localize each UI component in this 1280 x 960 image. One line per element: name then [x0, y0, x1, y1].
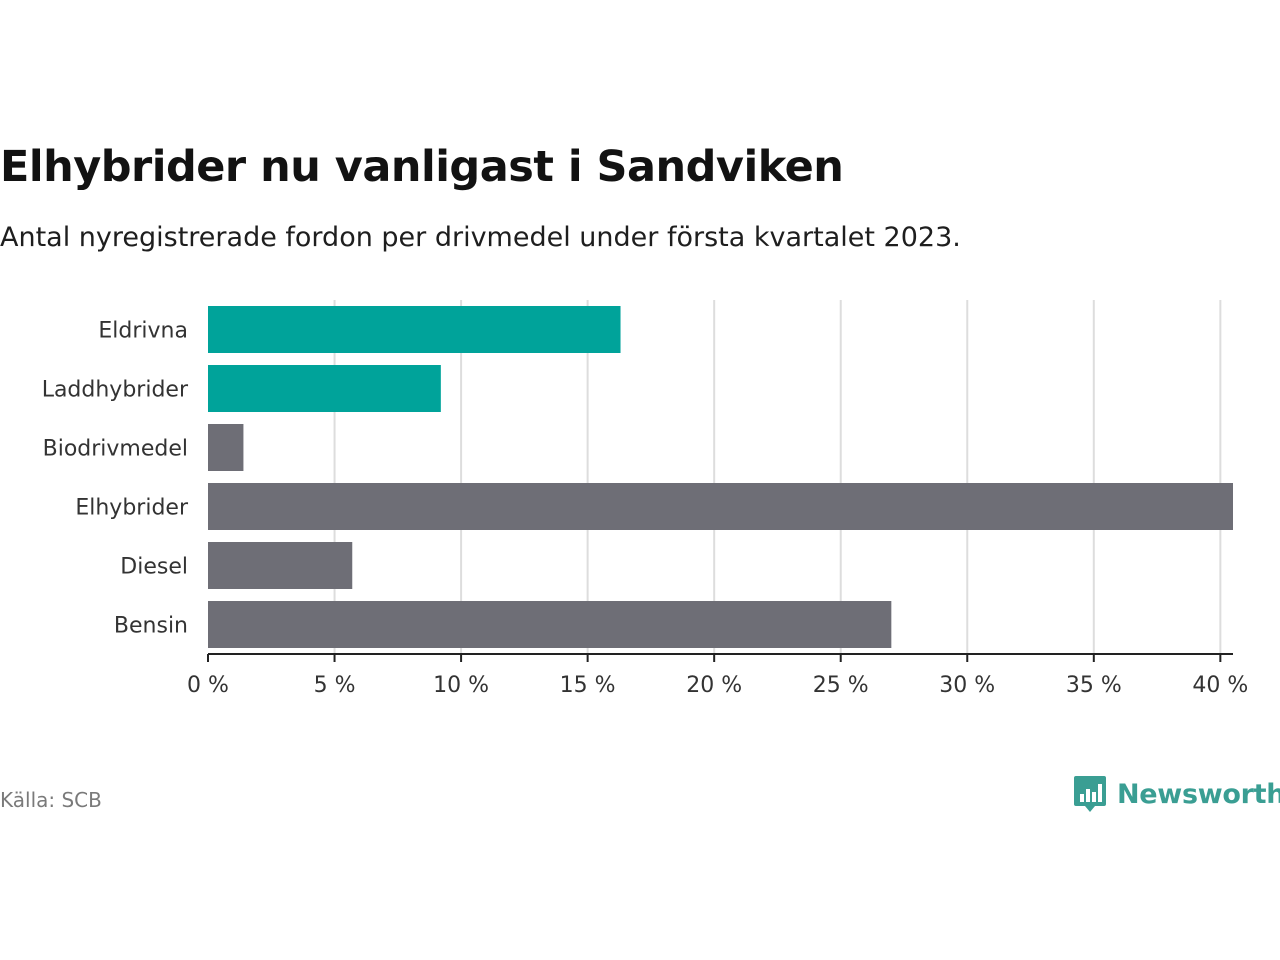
category-label: Elhybrider	[75, 496, 189, 521]
chart-subtitle: Antal nyregistrerade fordon per drivmede…	[0, 222, 961, 253]
bar-bensin	[208, 601, 892, 648]
bar-chart: Eldrivna Laddhybrider Biodrivmedel Elhybrid…	[42, 300, 1248, 698]
category-labels: Eldrivna Laddhybrider Biodrivmedel Elhybrid…	[42, 319, 189, 639]
brand-name: Newsworthy	[1117, 778, 1280, 810]
x-axis-ticks: 0 % 5 % 10 % 15 % 20 % 25 % 30 % 35 % 40 %	[187, 654, 1248, 698]
gridlines	[333, 300, 1222, 654]
x-tick-label: 5 %	[314, 673, 356, 698]
category-label: Laddhybrider	[42, 378, 189, 403]
bar-eldrivna	[208, 306, 621, 353]
category-label: Bensin	[114, 614, 188, 639]
x-tick-label: 30 %	[939, 673, 995, 698]
category-label: Diesel	[120, 555, 188, 580]
x-tick-label: 25 %	[813, 673, 869, 698]
category-label: Biodrivmedel	[43, 437, 188, 462]
x-tick-label: 15 %	[560, 673, 616, 698]
bar-elhybrider	[208, 483, 1233, 530]
x-tick-label: 20 %	[686, 673, 742, 698]
chart-title: Elhybrider nu vanligast i Sandviken	[0, 142, 844, 192]
bar-biodrivmedel	[208, 424, 244, 471]
newsworthy-logo-icon	[1074, 776, 1106, 812]
bar-diesel	[208, 542, 353, 589]
x-tick-label: 10 %	[433, 673, 489, 698]
brand-logo: Newsworthy	[1073, 774, 1280, 814]
bar-laddhybrider	[208, 365, 441, 412]
x-tick-label: 0 %	[187, 673, 229, 698]
x-tick-label: 40 %	[1192, 673, 1248, 698]
x-tick-label: 35 %	[1066, 673, 1122, 698]
category-label: Eldrivna	[98, 319, 188, 344]
source-note: Källa: SCB	[0, 788, 102, 812]
bars	[208, 306, 1233, 648]
